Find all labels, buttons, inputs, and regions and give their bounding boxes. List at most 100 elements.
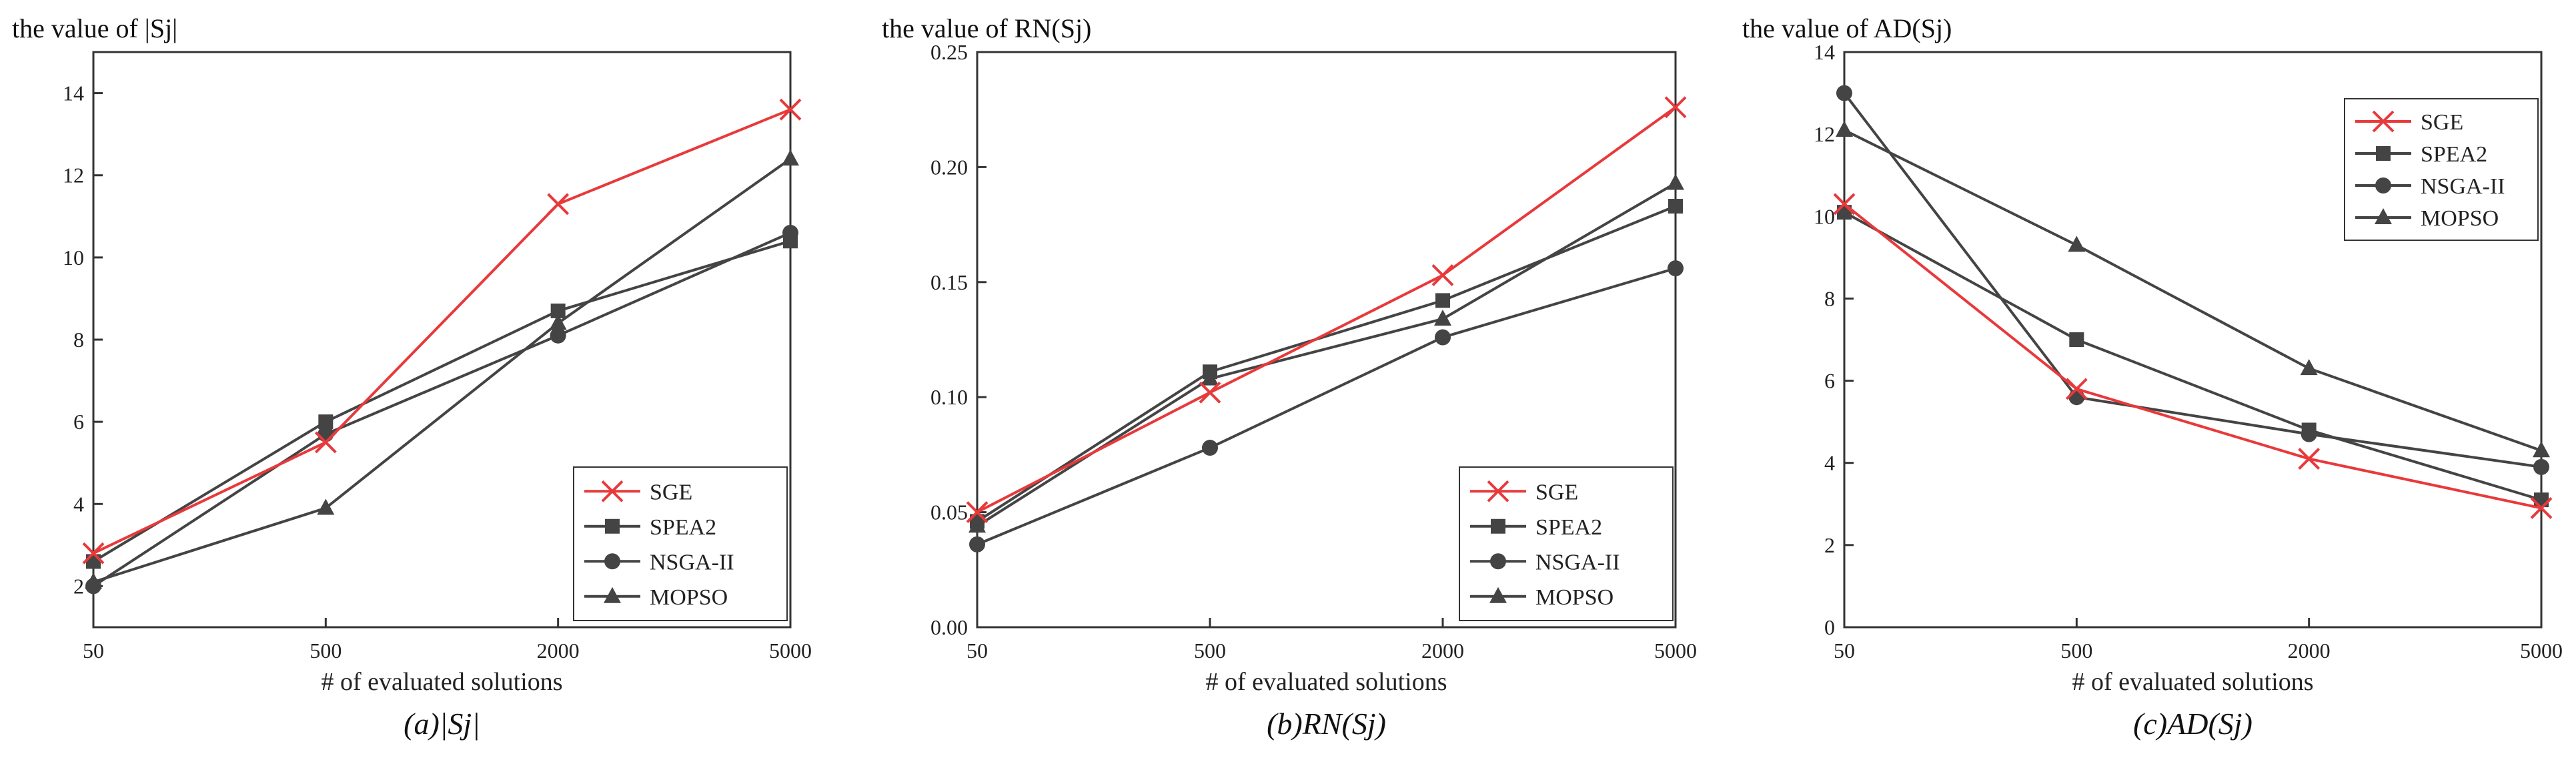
legend-item: MOPSO bbox=[1470, 585, 1614, 610]
data-point bbox=[317, 498, 335, 515]
series-line-mopso bbox=[93, 157, 792, 584]
data-point bbox=[86, 554, 101, 569]
legend-marker bbox=[604, 587, 621, 603]
data-point bbox=[779, 98, 802, 121]
data-point bbox=[550, 303, 566, 318]
series-line-mopso bbox=[1844, 129, 2542, 452]
legend-marker bbox=[1491, 518, 1505, 534]
chart-title: the value of |Sj| bbox=[12, 13, 177, 43]
chart-panel-1: the value of |Sj| 2 4 6 8 10 12 14 50 500 2000 5000… bbox=[12, 13, 812, 741]
data-point bbox=[2530, 497, 2553, 519]
series-mopso bbox=[1836, 120, 2550, 458]
x-tick-label: 500 bbox=[2060, 639, 2092, 663]
series-line-spea2 bbox=[92, 240, 791, 563]
legend-label: NSGA-II bbox=[650, 550, 734, 575]
y-tick-label: 0.20 bbox=[930, 155, 968, 179]
data-point bbox=[1431, 264, 1454, 286]
legend-item: SGE bbox=[1470, 480, 1578, 504]
data-point bbox=[2533, 458, 2549, 475]
data-point bbox=[2301, 426, 2317, 442]
series-line-nsga-ii bbox=[1843, 92, 2542, 468]
legend-item: NSGA-II bbox=[1470, 550, 1620, 575]
legend-item: SPEA2 bbox=[1470, 515, 1602, 540]
x-tick-label: 50 bbox=[1834, 639, 1855, 663]
data-point bbox=[1836, 120, 1853, 137]
legend: SGE SPEA2 NSGA-II MOPSO bbox=[2344, 98, 2539, 241]
data-point bbox=[1199, 381, 1221, 404]
legend: SGE SPEA2 NSGA-II MOPSO bbox=[573, 466, 788, 621]
y-tick-label: 0.25 bbox=[930, 40, 968, 64]
x-tick-label: 5000 bbox=[769, 639, 812, 663]
data-point bbox=[782, 224, 798, 241]
plot-frame bbox=[1843, 51, 2543, 629]
legend-marker bbox=[604, 553, 620, 570]
legend-label: SPEA2 bbox=[1535, 515, 1602, 540]
chart-title: the value of RN(Sj) bbox=[882, 13, 1091, 43]
legend-marker bbox=[2375, 208, 2392, 224]
x-axis-label: # of evaluated solutions bbox=[2072, 668, 2314, 696]
legend-item: SGE bbox=[2355, 110, 2463, 135]
series-line-sge bbox=[93, 108, 791, 554]
legend-item: MOPSO bbox=[2355, 206, 2499, 231]
series-sge bbox=[1833, 193, 2553, 519]
legend-marker bbox=[1487, 480, 1509, 502]
x-tick-label: 5000 bbox=[1654, 639, 1697, 663]
data-point bbox=[317, 426, 334, 442]
data-point bbox=[1668, 199, 1683, 214]
chart-panel-3: the value of AD(Sj) 0 2 4 6 8 10 12 14 50 500 2000 5… bbox=[1742, 13, 2563, 741]
legend-item: SGE bbox=[584, 480, 692, 504]
x-tick-label: 50 bbox=[83, 639, 104, 663]
data-point bbox=[82, 542, 105, 564]
series-sge bbox=[82, 98, 802, 564]
data-point bbox=[1667, 173, 1684, 190]
y-tick-label: 10 bbox=[63, 246, 84, 270]
legend-item: SPEA2 bbox=[2355, 142, 2487, 167]
legend-label: NSGA-II bbox=[2421, 174, 2505, 199]
legend-item: SPEA2 bbox=[584, 515, 716, 540]
subfigure-caption: (a)|Sj| bbox=[404, 707, 480, 741]
legend-label: MOPSO bbox=[2421, 206, 2499, 231]
legend-item: MOPSO bbox=[584, 585, 728, 610]
x-tick-label: 5000 bbox=[2520, 639, 2563, 663]
legend-label: SGE bbox=[650, 480, 692, 504]
legend-item: NSGA-II bbox=[2355, 174, 2505, 199]
y-tick-label: 0.15 bbox=[930, 270, 968, 294]
y-tick-label: 6 bbox=[73, 410, 84, 434]
data-point bbox=[549, 314, 567, 330]
series-line-spea2 bbox=[976, 205, 1676, 523]
data-point bbox=[2534, 492, 2549, 508]
series-line-sge bbox=[1843, 203, 2542, 510]
legend-marker bbox=[1490, 553, 1506, 570]
data-point bbox=[1202, 440, 1218, 456]
data-point bbox=[969, 516, 986, 533]
y-tick-label: 8 bbox=[73, 328, 84, 352]
legend-marker bbox=[601, 480, 624, 502]
data-point bbox=[1664, 96, 1687, 119]
legend-marker bbox=[1489, 587, 1507, 603]
y-tick-label: 10 bbox=[1814, 204, 1835, 228]
series-sge bbox=[966, 96, 1687, 524]
legend-label: SPEA2 bbox=[650, 515, 716, 540]
x-axis-label: # of evaluated solutions bbox=[1206, 668, 1447, 696]
x-tick-label: 2000 bbox=[1421, 639, 1464, 663]
data-point bbox=[550, 327, 566, 344]
data-point bbox=[2300, 359, 2318, 376]
data-point bbox=[85, 573, 102, 589]
data-point bbox=[1201, 369, 1219, 386]
data-point bbox=[966, 501, 989, 524]
x-axis-label: # of evaluated solutions bbox=[321, 668, 563, 696]
data-point bbox=[2065, 378, 2088, 400]
subfigure-caption: (c)AD(Sj) bbox=[2133, 707, 2252, 741]
series-line-nsga-ii bbox=[977, 267, 1676, 546]
data-point bbox=[2298, 448, 2321, 470]
series-nsga-ii bbox=[969, 260, 1684, 552]
data-point bbox=[2068, 236, 2086, 252]
data-point bbox=[318, 414, 334, 430]
legend-label: SGE bbox=[2421, 110, 2463, 135]
legend-label: SPEA2 bbox=[2421, 142, 2487, 167]
y-tick-label: 4 bbox=[1824, 451, 1835, 475]
legend-marker bbox=[2376, 146, 2391, 161]
x-tick-label: 2000 bbox=[537, 639, 580, 663]
data-point bbox=[1434, 309, 1451, 326]
